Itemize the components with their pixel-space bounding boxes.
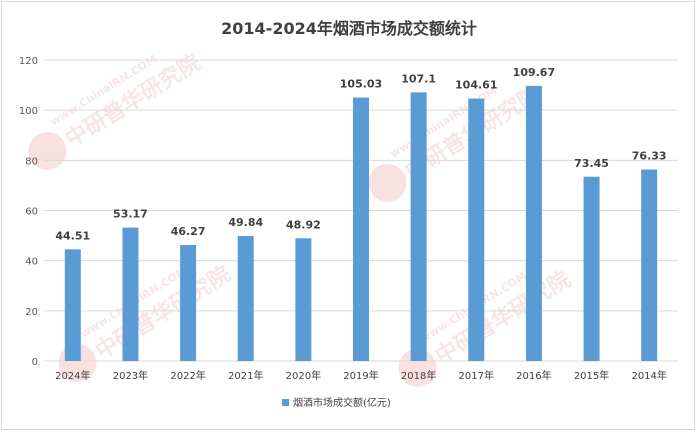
y-tick-label: 80 [25, 156, 38, 167]
data-label: 48.92 [286, 218, 321, 231]
bar [295, 238, 312, 361]
y-tick-label: 40 [25, 257, 38, 268]
data-label: 104.61 [455, 79, 497, 92]
bar [583, 176, 600, 361]
data-label: 107.1 [401, 72, 436, 85]
data-label: 49.84 [228, 216, 263, 229]
x-tick-label: 2023年 [113, 369, 148, 382]
x-axis: 2024年 2023年 2022年 2021年 2020年 2019年 2018年 2017年… [55, 369, 667, 382]
y-tick-label: 0 [32, 357, 38, 368]
y-tick-label: 100 [19, 106, 38, 117]
data-label: 53.17 [113, 208, 148, 221]
y-tick-label: 60 [25, 207, 38, 218]
data-label: 105.03 [340, 78, 382, 91]
data-label: 76.33 [632, 150, 667, 163]
data-label: 44.51 [55, 229, 90, 242]
x-tick-label: 2016年 [516, 369, 551, 382]
bar [122, 227, 139, 361]
legend-swatch [282, 399, 289, 406]
x-tick-label: 2020年 [286, 369, 321, 382]
y-tick-label: 120 [19, 56, 38, 67]
y-axis: 0 20 40 60 80 100 120 [19, 56, 38, 368]
bar [237, 235, 254, 361]
bar [525, 85, 542, 362]
x-tick-label: 2017年 [459, 369, 494, 382]
x-tick-label: 2014年 [631, 369, 666, 382]
x-tick-label: 2015年 [574, 369, 609, 382]
legend: 烟酒市场成交额(亿元) [282, 396, 391, 409]
bar [410, 92, 427, 362]
data-label: 73.45 [574, 157, 609, 170]
x-tick-label: 2024年 [55, 369, 90, 382]
data-label: 46.27 [171, 225, 206, 238]
data-labels: 44.51 53.17 46.27 49.84 48.92 105.03 107.1 104.… [55, 66, 666, 242]
bars [64, 85, 658, 362]
x-tick-label: 2021年 [228, 369, 263, 382]
bar [353, 97, 369, 362]
chart-title: 2014-2024年烟酒市场成交额统计 [221, 19, 477, 38]
x-tick-label: 2019年 [343, 369, 378, 382]
legend-label: 烟酒市场成交额(亿元) [293, 396, 391, 409]
x-tick-label: 2022年 [170, 369, 205, 382]
data-label: 109.67 [513, 66, 555, 79]
bar [468, 98, 485, 362]
bar [641, 169, 658, 361]
bar [64, 249, 81, 361]
y-tick-label: 20 [25, 307, 38, 318]
x-tick-label: 2018年 [401, 369, 436, 382]
bar [180, 244, 197, 361]
